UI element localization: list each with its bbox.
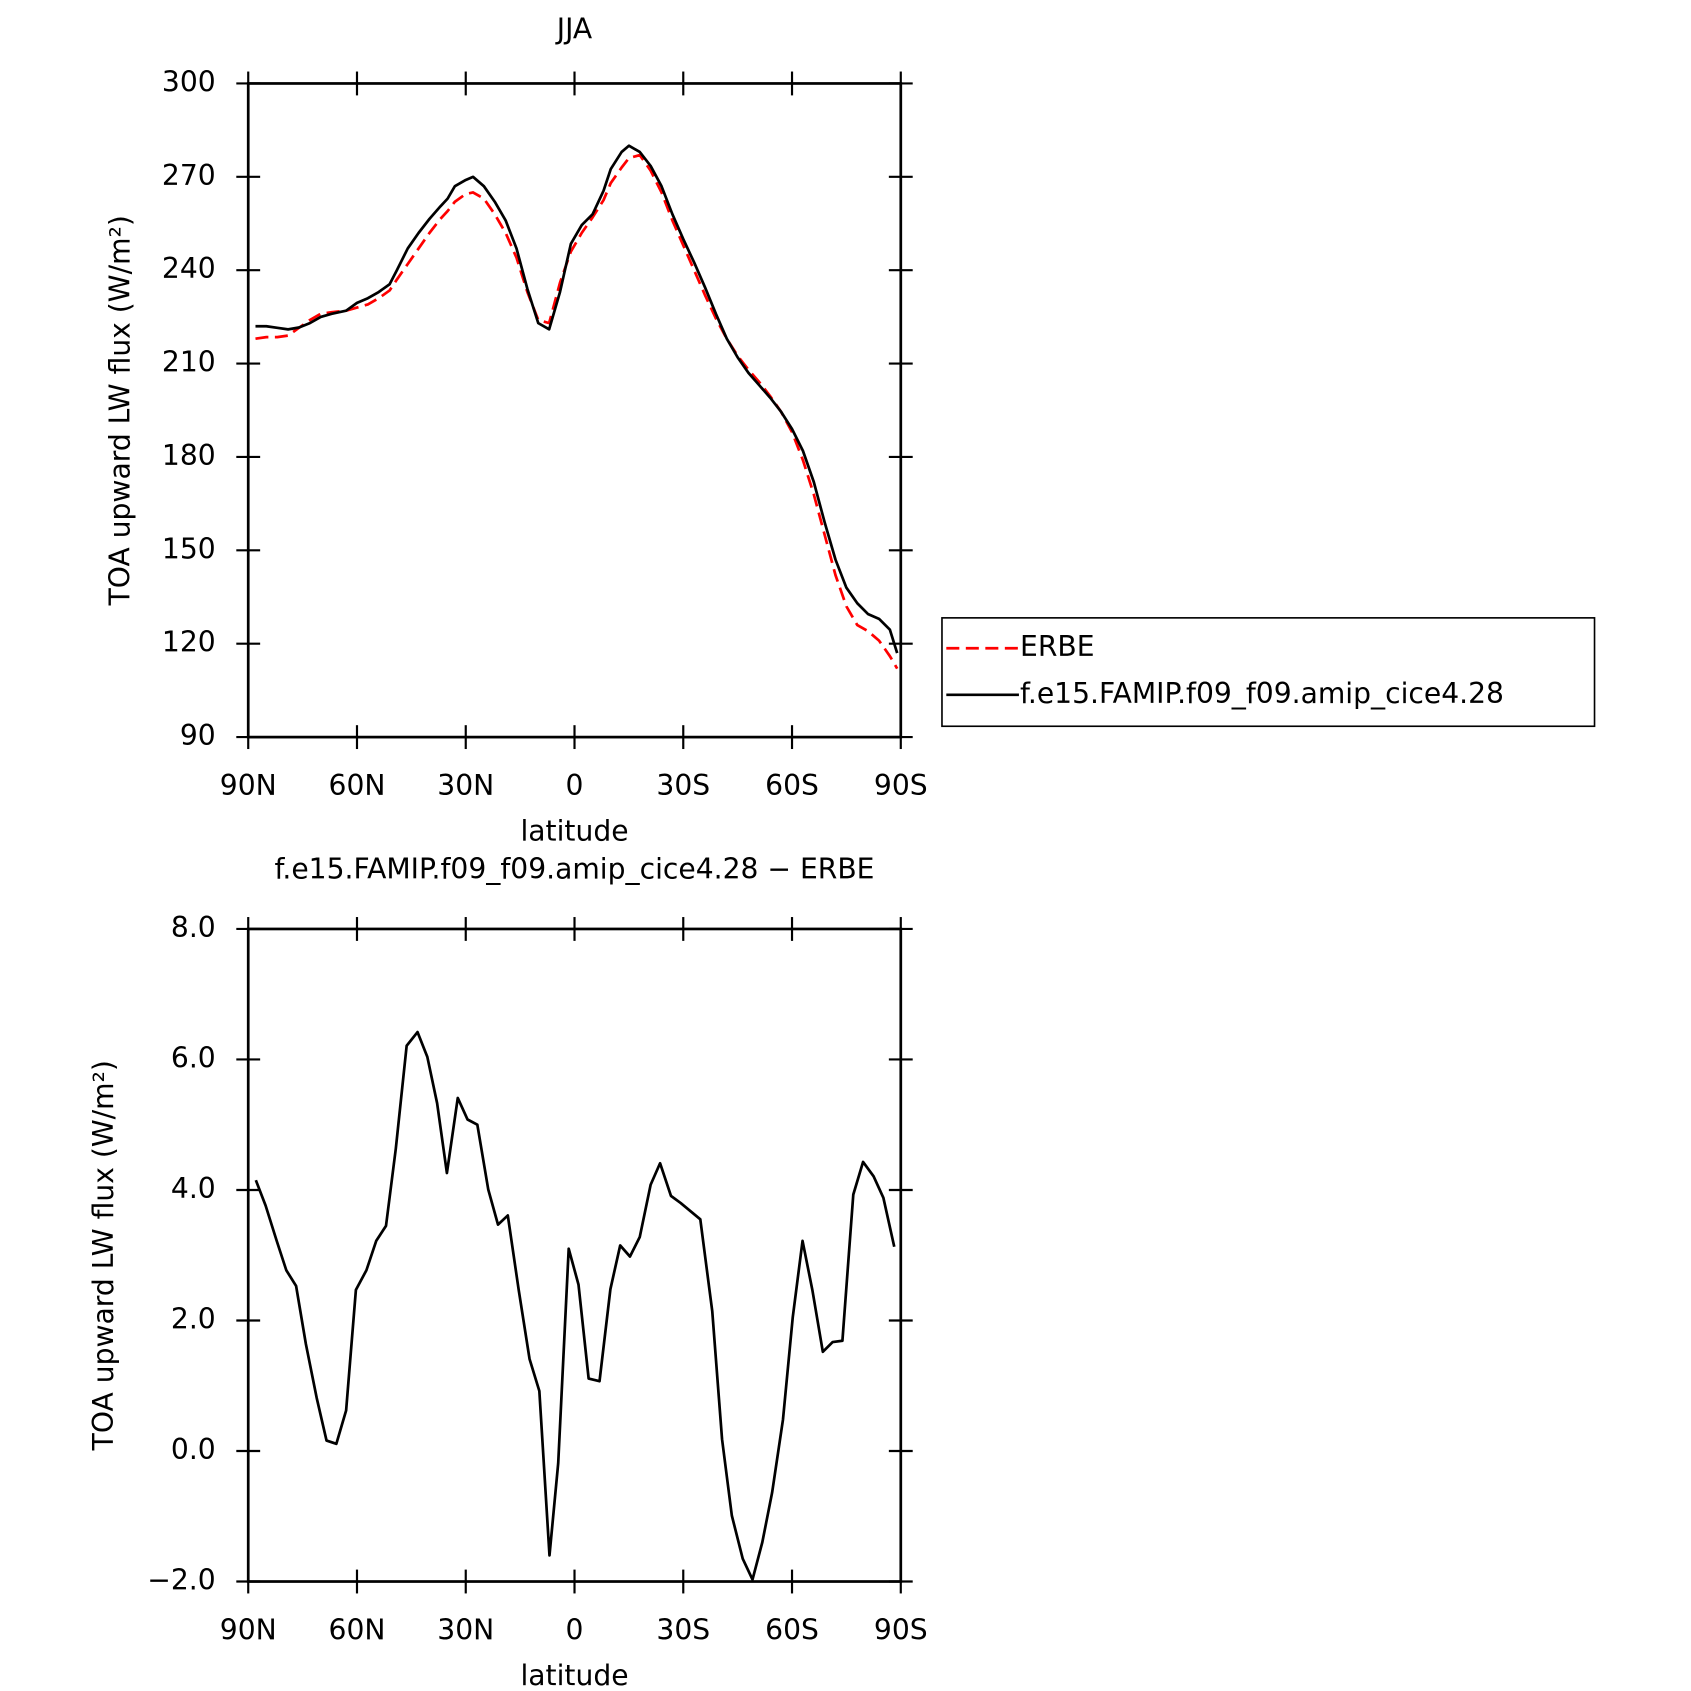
- y-tick-label: −2.0: [147, 1564, 215, 1597]
- x-tick-label: 30N: [437, 769, 494, 802]
- y-tick-label: 4.0: [171, 1172, 216, 1205]
- x-tick-label: 60S: [765, 769, 819, 802]
- y-tick-label: 150: [162, 532, 216, 565]
- data-line: [255, 144, 899, 654]
- x-tick-label: 0: [566, 1613, 584, 1646]
- y-tick-label: 6.0: [171, 1041, 216, 1074]
- legend-label: ERBE: [1020, 630, 1095, 663]
- x-tick-label: 30S: [656, 769, 710, 802]
- x-tick-label: 90S: [874, 1613, 928, 1646]
- y-tick-label: 300: [162, 65, 216, 98]
- data-line: [255, 153, 899, 670]
- y-tick-label: 180: [162, 439, 216, 472]
- x-tick-label: 60N: [329, 769, 386, 802]
- y-axis-label: TOA upward LW flux (W/m²): [87, 1060, 120, 1451]
- chart-title: f.e15.FAMIP.f09_f09.amip_cice4.28 − ERBE: [275, 852, 875, 885]
- plot-frame: [246, 82, 903, 739]
- x-tick-label: 90N: [220, 769, 277, 802]
- y-tick-label: 120: [162, 626, 216, 659]
- x-tick-label: 90S: [874, 769, 928, 802]
- x-tick-label: 90N: [220, 1613, 277, 1646]
- y-tick-label: 210: [162, 346, 216, 379]
- x-tick-label: 0: [566, 769, 584, 802]
- y-tick-label: 240: [162, 252, 216, 285]
- x-axis-label: latitude: [520, 1659, 628, 1691]
- y-tick-label: 8.0: [171, 911, 216, 944]
- y-tick-label: 90: [180, 719, 216, 752]
- plot-frame: [246, 927, 903, 1583]
- legend-label: f.e15.FAMIP.f09_f09.amip_cice4.28: [1020, 677, 1504, 710]
- x-tick-label: 60N: [329, 1613, 386, 1646]
- y-tick-label: 0.0: [171, 1433, 216, 1466]
- x-axis-label: latitude: [520, 814, 628, 847]
- y-axis-label: TOA upward LW flux (W/m²): [103, 215, 136, 606]
- data-line: [254, 1030, 896, 1581]
- x-tick-label: 60S: [765, 1613, 819, 1646]
- chart-title: JJA: [555, 12, 593, 45]
- y-tick-label: 2.0: [171, 1302, 216, 1335]
- x-tick-label: 30N: [437, 1613, 494, 1646]
- x-tick-label: 30S: [656, 1613, 710, 1646]
- legend-box: [941, 617, 1596, 728]
- y-tick-label: 270: [162, 159, 216, 192]
